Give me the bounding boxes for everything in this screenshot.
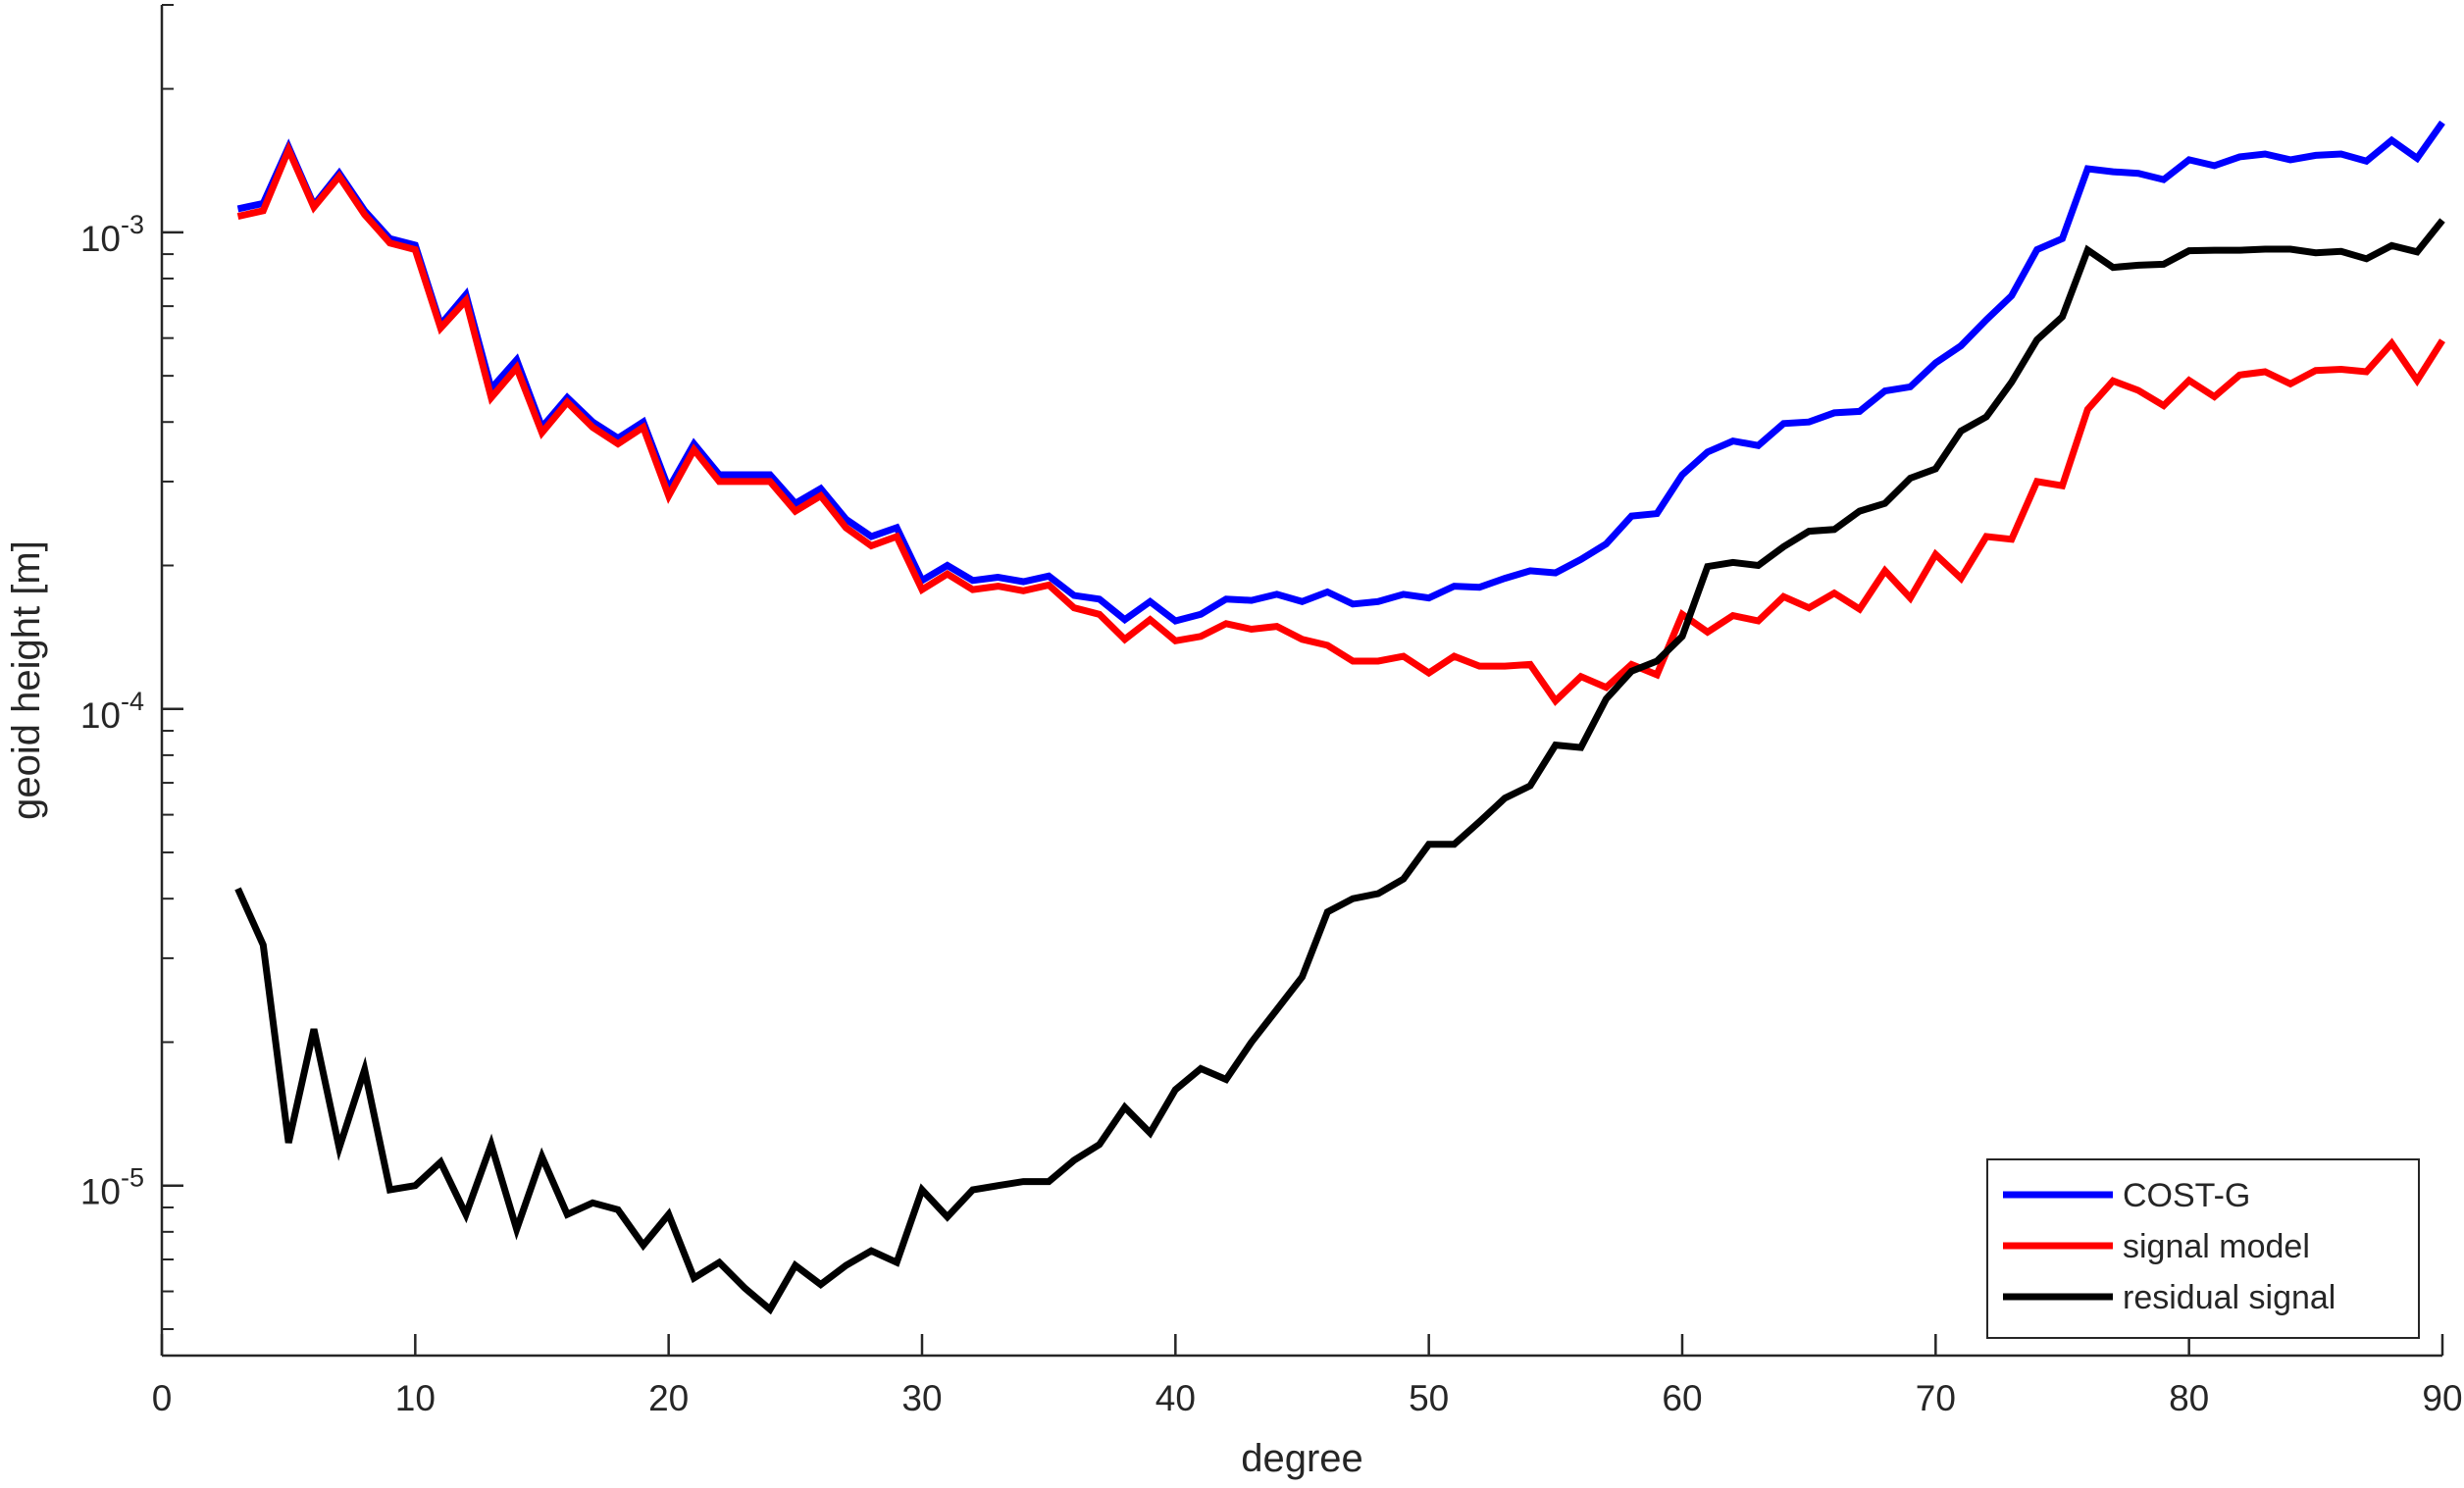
legend: COST-G signal model residual signal [1986, 1158, 2420, 1339]
x-tick-label: 30 [901, 1378, 942, 1418]
x-tick-label: 80 [2169, 1378, 2209, 1418]
series-line-1 [236, 120, 2445, 625]
plot-area [162, 5, 2442, 1356]
plot-background [162, 5, 2442, 1356]
legend-label-1: COST-G [2123, 1177, 2250, 1214]
legend-label-2: signal model [2123, 1228, 2310, 1265]
axes-layer [160, 5, 2442, 1358]
x-axis-label: degree [1241, 1437, 1363, 1480]
series-layer [234, 120, 2445, 1315]
y-tick-label: 10-5 [80, 1163, 144, 1212]
legend-label-3: residual signal [2123, 1279, 2336, 1316]
x-tick-label: 50 [1409, 1378, 1449, 1418]
x-tick-label: 20 [648, 1378, 689, 1418]
x-tick-label: 10 [395, 1378, 436, 1418]
y-tick-label: 10-4 [80, 687, 144, 736]
y-axis-label: geoid height [m] [5, 540, 48, 820]
series-line-2 [236, 140, 2445, 706]
x-tick-label: 40 [1155, 1378, 1196, 1418]
x-tick-label: 70 [1916, 1378, 1956, 1418]
ticks-layer: 0 10 20 30 40 50 60 70 80 90 10-5 10-4 10-3 [80, 4, 2463, 1418]
x-tick-label: 90 [2422, 1378, 2462, 1418]
y-tick-label: 10-3 [80, 210, 144, 259]
x-tick-label: 0 [152, 1378, 173, 1418]
x-tick-label: 60 [1662, 1378, 1702, 1418]
series-line-3 [234, 218, 2445, 1315]
